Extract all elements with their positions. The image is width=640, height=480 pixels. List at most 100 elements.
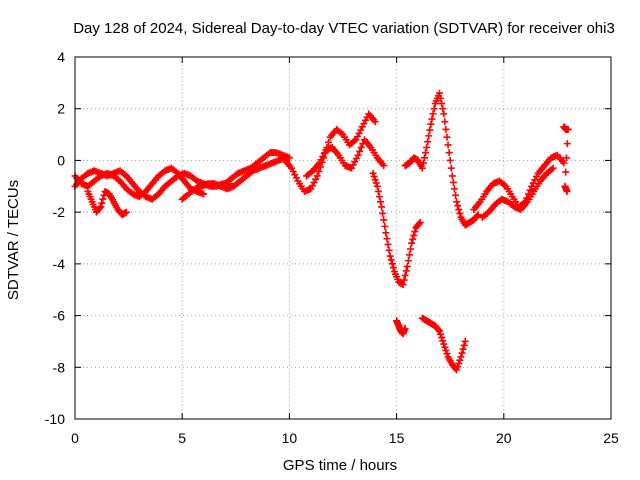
series-track-g — [303, 136, 388, 180]
data-point — [379, 209, 387, 217]
data-point — [563, 140, 571, 148]
data-point — [446, 156, 454, 164]
data-point — [388, 260, 396, 268]
data-point — [454, 363, 462, 371]
data-point — [96, 204, 104, 212]
data-point — [422, 149, 430, 157]
series-track-c — [84, 187, 130, 219]
x-tick-label: 0 — [71, 430, 79, 446]
data-point — [404, 257, 412, 265]
data-point — [380, 162, 388, 170]
data-point — [473, 212, 481, 220]
data-point — [424, 138, 432, 146]
data-point — [457, 353, 465, 361]
y-tick-label: -2 — [53, 204, 66, 220]
data-point — [389, 264, 397, 272]
data-point — [97, 203, 105, 211]
x-tick-label: 5 — [178, 430, 186, 446]
data-point — [373, 182, 381, 190]
data-point — [387, 256, 395, 264]
y-tick-label: 0 — [57, 152, 65, 168]
data-point — [449, 178, 457, 186]
data-point — [423, 144, 431, 151]
series-track-e — [221, 149, 293, 188]
data-point — [407, 245, 415, 253]
data-point — [440, 340, 448, 348]
data-point — [563, 154, 571, 162]
data-point — [458, 349, 466, 357]
grid-lines — [75, 57, 611, 419]
series-track-f — [281, 110, 379, 195]
data-point — [377, 198, 385, 206]
series-track-h — [369, 169, 424, 289]
data-point — [370, 173, 378, 181]
x-axis-title: GPS time / hours — [283, 457, 397, 474]
data-point — [401, 325, 409, 332]
data-point — [435, 327, 443, 335]
x-tick-label: 15 — [389, 430, 405, 446]
data-point — [354, 151, 362, 159]
y-tick-label: -6 — [53, 308, 66, 324]
data-point — [356, 147, 364, 155]
data-point — [428, 115, 436, 123]
data-point — [435, 89, 443, 97]
data-point — [384, 240, 392, 248]
data-point — [438, 334, 446, 342]
data-point — [427, 120, 435, 128]
data-point — [285, 154, 293, 162]
data-point — [439, 337, 447, 345]
data-point — [400, 276, 408, 284]
data-point — [461, 337, 469, 345]
x-tick-label: 10 — [282, 430, 298, 446]
data-point — [437, 330, 445, 338]
data-point — [443, 133, 451, 141]
data-points — [71, 89, 572, 374]
x-tick-label: 20 — [496, 430, 512, 446]
y-tick-label: -10 — [45, 411, 65, 427]
plot-frame — [74, 56, 612, 420]
series-track-n — [560, 123, 572, 195]
data-point — [420, 154, 428, 162]
data-point — [437, 94, 445, 102]
data-point — [456, 209, 464, 217]
x-tick-label: 25 — [603, 430, 619, 446]
data-point — [408, 239, 416, 247]
series-track-j — [401, 89, 482, 229]
data-point — [402, 267, 410, 275]
data-point — [549, 164, 557, 172]
data-point — [315, 167, 323, 175]
series-track-b — [71, 167, 233, 203]
data-point — [200, 190, 208, 198]
data-point — [445, 149, 453, 157]
data-point — [410, 231, 418, 239]
data-point — [425, 132, 433, 140]
data-point — [438, 100, 446, 108]
y-axis-ticks: -10 -8 -6 -4 -2 0 2 4 — [45, 49, 611, 427]
data-point — [560, 159, 568, 167]
x-axis-ticks: 0 5 10 15 20 25 — [71, 57, 619, 446]
series-track-i — [393, 317, 409, 338]
data-point — [454, 202, 462, 210]
data-point — [429, 110, 437, 118]
data-point — [440, 110, 448, 118]
series-track-l — [470, 151, 568, 214]
data-point — [453, 366, 461, 374]
data-point — [403, 262, 411, 270]
data-point — [371, 176, 379, 184]
data-point — [378, 203, 386, 211]
data-point — [313, 172, 321, 180]
y-tick-label: -4 — [53, 256, 66, 272]
data-point — [409, 235, 417, 243]
data-point — [415, 220, 423, 228]
series-track-k — [418, 314, 469, 374]
data-point — [460, 341, 468, 349]
data-point — [372, 179, 380, 187]
data-point — [453, 198, 461, 206]
data-point — [452, 191, 460, 199]
data-point — [416, 218, 424, 226]
data-point — [385, 246, 393, 254]
data-point — [374, 187, 382, 195]
data-point — [405, 251, 413, 259]
data-point — [411, 228, 419, 236]
